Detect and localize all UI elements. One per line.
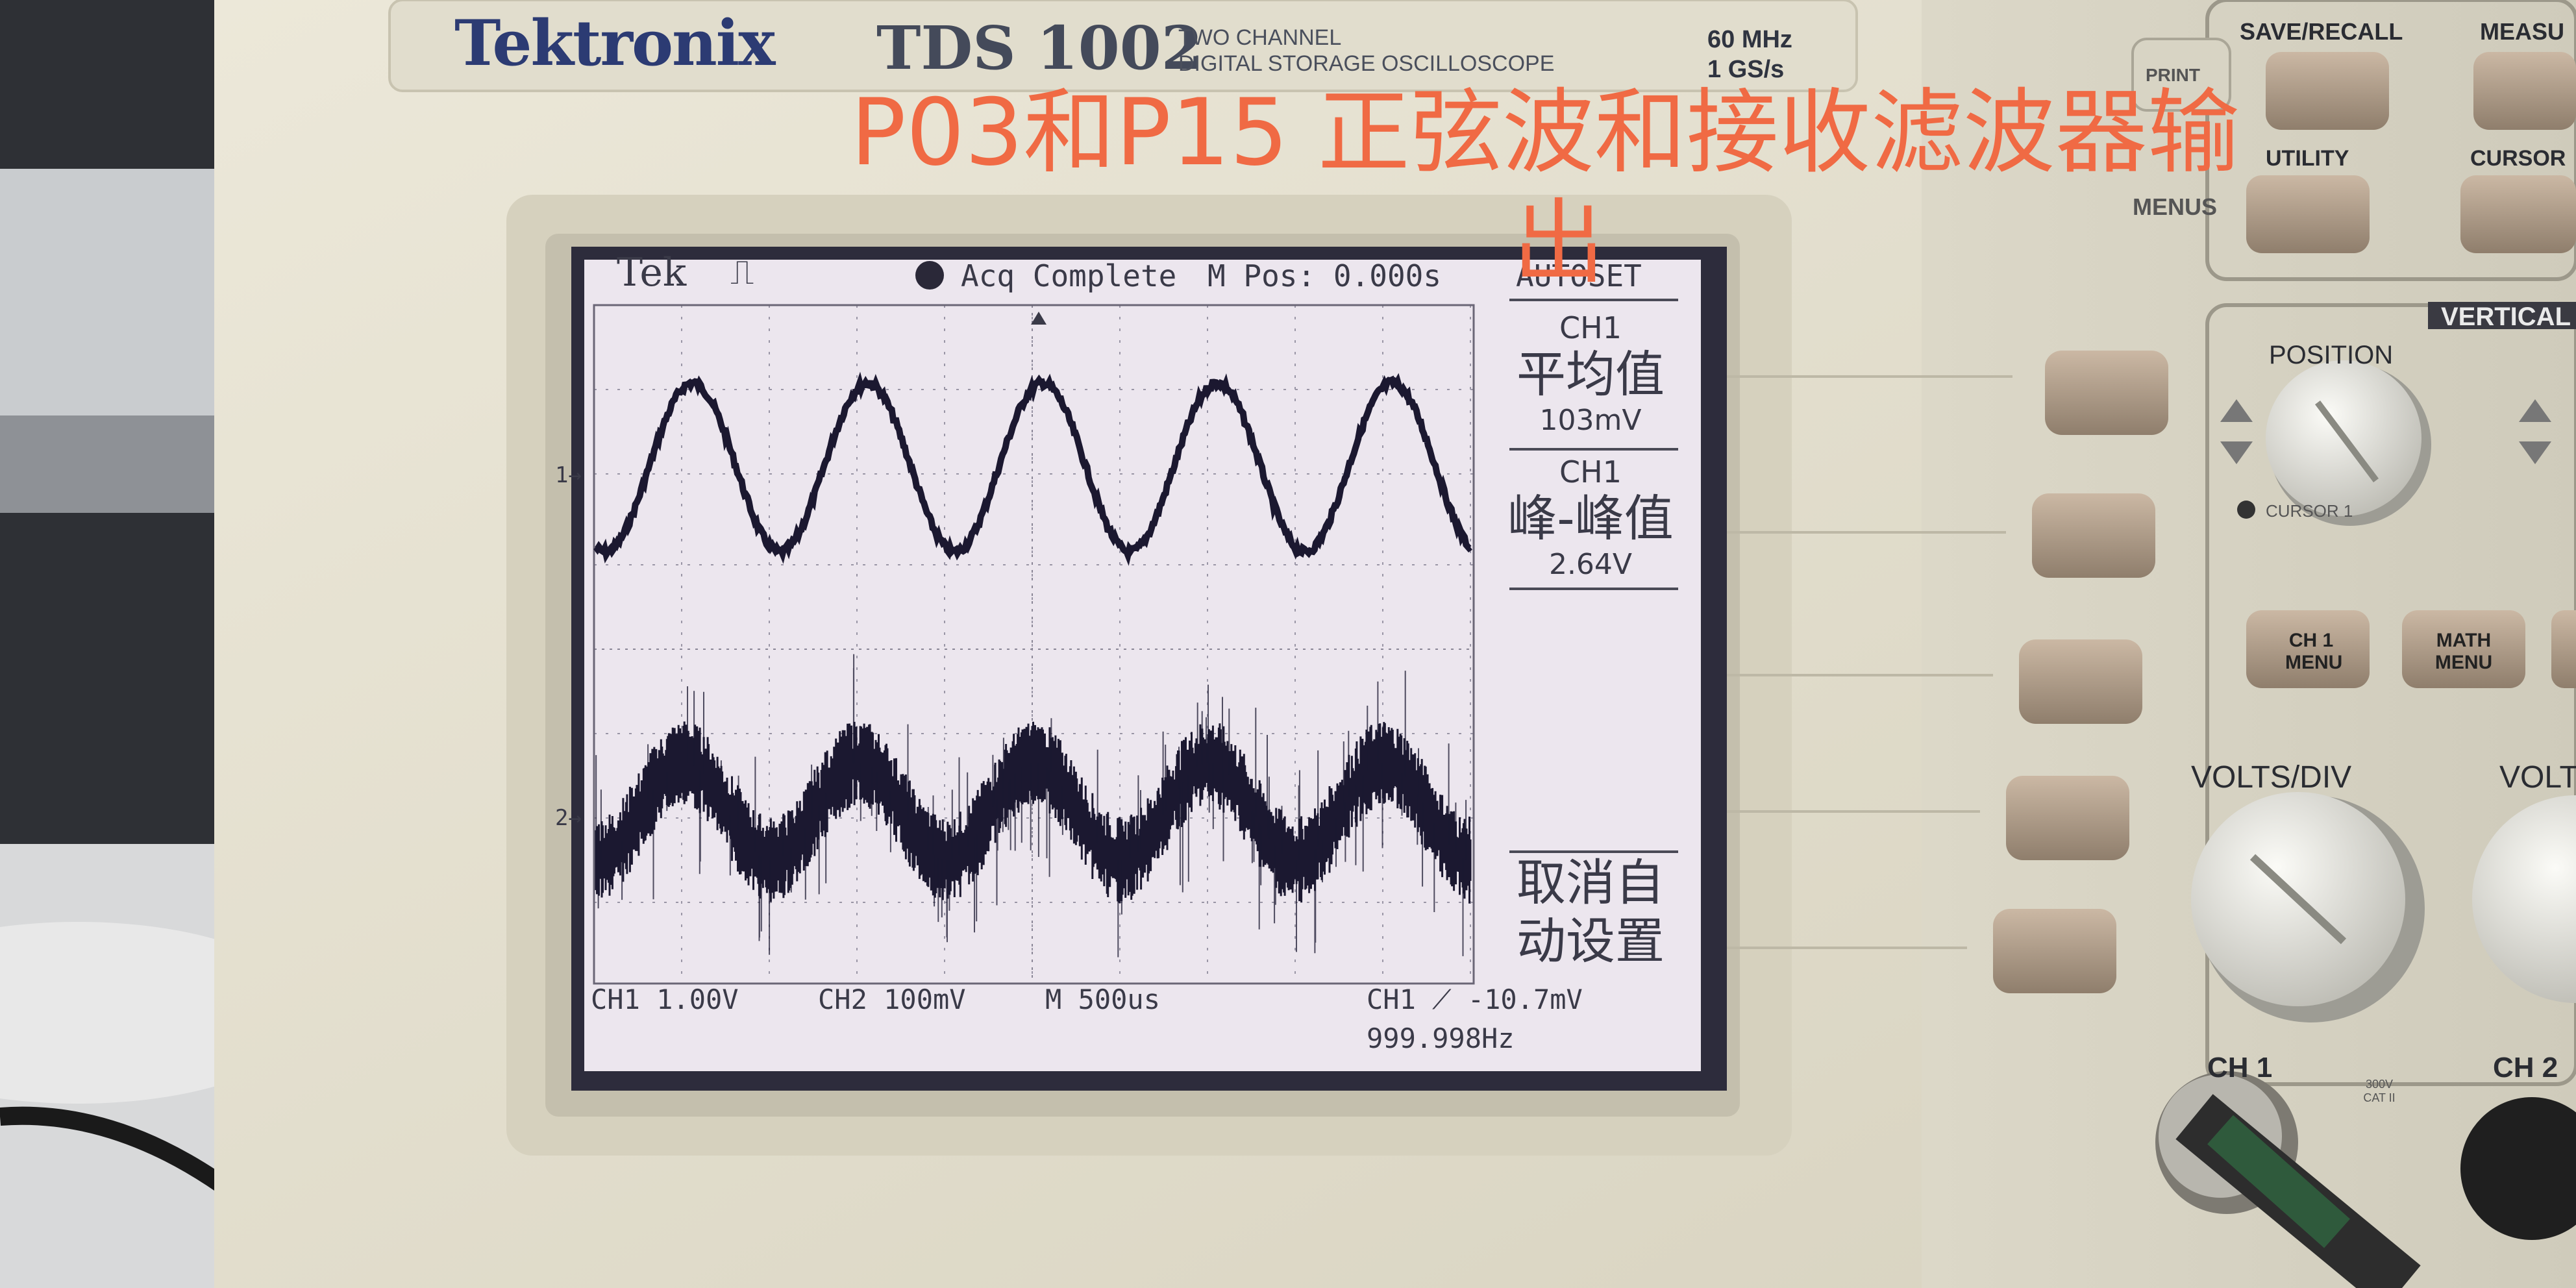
trigger-frequency: 999.998Hz — [1367, 1022, 1515, 1054]
vertical-header-bar — [2428, 302, 2576, 329]
measurement-pk-pk: CH1 峰-峰值 2.64V — [1506, 454, 1675, 581]
trigger-position-icon — [1031, 312, 1046, 325]
acq-status: Acq Complete — [961, 258, 1177, 293]
specs: 60 MHz 1 GS/s — [1707, 25, 1792, 84]
brand-strip — [388, 0, 1858, 92]
menu-rule-2 — [1509, 448, 1678, 451]
background-shelf — [0, 415, 247, 513]
math-menu-line-1: MATH — [2436, 630, 2492, 651]
cursor-label: CURSOR — [2470, 146, 2566, 171]
ch2-scale: CH2 100mV — [818, 984, 966, 1015]
print-label: PRINT — [2146, 65, 2200, 85]
ch2-noise-spikes — [595, 654, 1467, 958]
math-menu-button — [2402, 610, 2525, 688]
screen-tek-logo: Tek — [617, 250, 687, 295]
description-line-2: DIGITAL STORAGE OSCILLOSCOPE — [1178, 51, 1555, 76]
sample-rate: 1 GS/s — [1707, 56, 1785, 83]
menus-label: MENUS — [2133, 193, 2218, 220]
cursor1-label: CURSOR 1 — [2266, 501, 2353, 521]
description-line-1: TWO CHANNEL — [1178, 25, 1342, 50]
timebase: M 500us — [1045, 984, 1161, 1015]
save-recall-label: SAVE/RECALL — [2240, 18, 2403, 45]
ch1-menu-button — [2246, 610, 2370, 688]
ch1-menu-line-1: CH 1 — [2288, 630, 2334, 651]
background-equipment — [0, 169, 247, 415]
undo-line-2: 动设置 — [1517, 912, 1665, 970]
option-button-4 — [2006, 776, 2129, 860]
ch1-menu-label: CH 1 MENU — [2285, 630, 2343, 674]
undo-autoset-option[interactable]: 取消自 动设置 — [1506, 854, 1675, 971]
position2-arrows-icon — [2519, 399, 2551, 464]
trigger-setting: CH1 ⟋ -10.7mV — [1367, 984, 1583, 1015]
menu-group-frame — [2205, 0, 2576, 281]
print-button — [2131, 38, 2231, 112]
undo-line-1: 取消自 — [1517, 854, 1665, 911]
meas2-channel: CH1 — [1559, 454, 1622, 489]
option-button-1 — [2045, 351, 2168, 435]
screen-graticule — [584, 260, 1701, 1071]
vertical-label: VERTICAL — [2441, 303, 2571, 331]
model-number: TDS 1002 — [876, 13, 1203, 83]
brand-name: Tektronix — [454, 6, 775, 80]
utility-label: UTILITY — [2266, 146, 2349, 171]
ch1-ground-marker: 1→ — [555, 462, 582, 488]
cat-rating-label: 300V CAT II — [2363, 1078, 2396, 1104]
math-menu-label: MATH MENU — [2434, 630, 2493, 674]
measure-label: MEASU — [2480, 18, 2565, 45]
ch2-probe-connector — [2460, 1097, 2576, 1240]
caption-line-1: P03和P15 正弦波和接收滤波器输 — [850, 79, 2240, 186]
save-recall-button — [2266, 52, 2389, 130]
option-button-5 — [1993, 909, 2116, 993]
volts-div-knob-2 — [2472, 795, 2576, 1003]
menu-title: AUTOSET — [1516, 258, 1642, 293]
ch1-scale: CH1 1.00V — [591, 984, 739, 1015]
bezel-buttons — [1993, 351, 2168, 993]
cursor-button — [2460, 175, 2576, 253]
menu-rule-1 — [1509, 299, 1678, 301]
position-label: POSITION — [2269, 341, 2394, 369]
annotation-caption: P03和P15 正弦波和接收滤波器输 出 — [850, 78, 2253, 299]
measure-button — [2473, 52, 2576, 130]
trigger-state-icon: ⎍ — [730, 253, 754, 292]
menu-rule-4 — [1509, 850, 1678, 853]
option-button-3 — [2019, 639, 2142, 724]
waveform-traces — [593, 371, 1472, 958]
caption-line-2: 出 — [1513, 190, 1605, 297]
ch2-menu-button — [2551, 610, 2576, 688]
acq-status-dot — [915, 261, 944, 290]
m-pos: M Pos: 0.000s — [1208, 258, 1442, 293]
cursor1-dot — [2237, 501, 2255, 519]
ch1-waveform — [593, 371, 1472, 566]
menu-rule-3 — [1509, 588, 1678, 590]
math-menu-line-2: MENU — [2434, 652, 2493, 673]
volts-div-label-2: VOLT — [2499, 760, 2576, 795]
model-description: TWO CHANNEL DIGITAL STORAGE OSCILLOSCOPE — [1178, 25, 1554, 77]
bandwidth: 60 MHz — [1707, 26, 1792, 53]
vertical-group-frame — [2205, 303, 2576, 1086]
volts-div-label: VOLTS/DIV — [2191, 760, 2352, 795]
utility-button — [2246, 175, 2370, 253]
option-button-2 — [2032, 493, 2155, 578]
meas1-value: 103mV — [1539, 404, 1642, 437]
ch1-input-label: CH 1 — [2207, 1052, 2273, 1084]
measurement-mean: CH1 平均值 103mV — [1506, 310, 1675, 437]
meas1-channel: CH1 — [1559, 310, 1622, 345]
meas2-value: 2.64V — [1548, 548, 1633, 581]
position-arrows-icon — [2220, 399, 2253, 464]
ch2-input-label: CH 2 — [2493, 1052, 2558, 1084]
meas2-label: 峰-峰值 — [1507, 489, 1674, 547]
ch1-menu-line-2: MENU — [2285, 652, 2343, 673]
meas1-label: 平均值 — [1517, 345, 1665, 403]
ch2-ground-marker: 2→ — [555, 805, 582, 831]
